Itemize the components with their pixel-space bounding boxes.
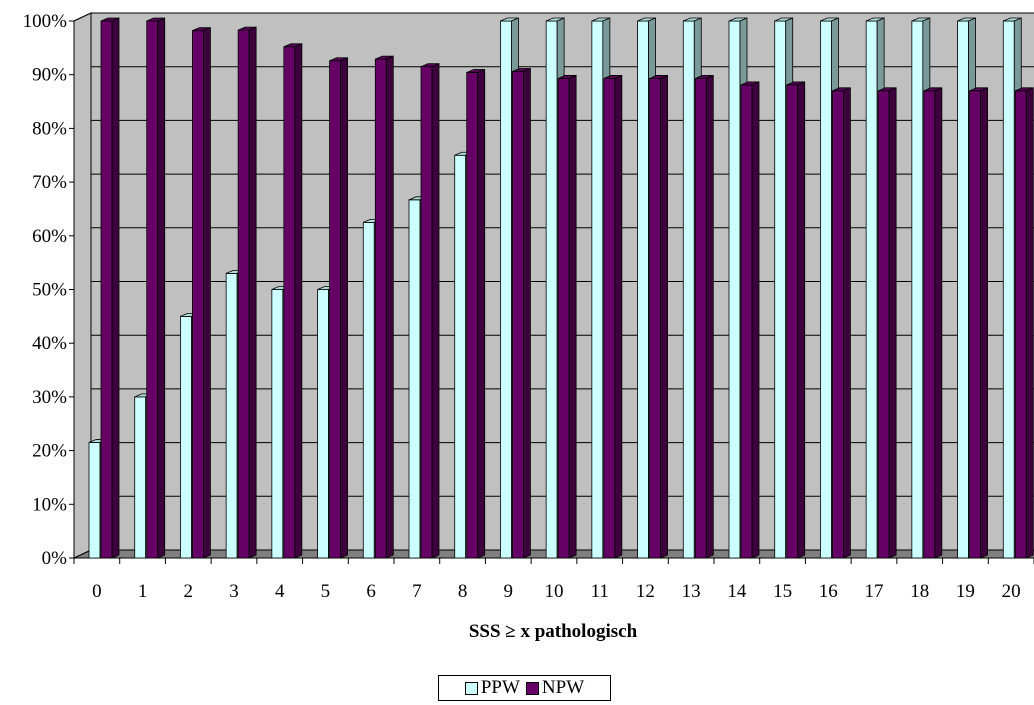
legend-item-npw: NPW	[525, 677, 585, 699]
x-tick-label: 18	[910, 581, 929, 602]
y-tick-labels: 0% 10% 20% 30% 40% 50% 60% 70% 80% 90% 100%	[23, 11, 74, 569]
x-tick-label: 6	[366, 581, 376, 602]
x-tick-label: 1	[138, 581, 148, 602]
side-wall	[73, 12, 92, 559]
bar-npw-11	[603, 74, 623, 559]
bars	[88, 17, 1034, 559]
bar-npw-14	[740, 81, 760, 559]
bar-npw-16	[832, 87, 851, 559]
x-tick-label: 19	[956, 581, 975, 602]
y-tick-label: 80%	[32, 118, 67, 139]
bar-npw-17	[877, 87, 897, 559]
x-tick-label: 3	[229, 581, 239, 602]
x-tick-label: 5	[321, 581, 331, 602]
y-tick-label: 100%	[23, 11, 68, 32]
x-tick-label: 15	[773, 581, 792, 602]
x-tick-label: 9	[504, 581, 514, 602]
bar-npw-0	[100, 17, 120, 559]
x-tick-label: 20	[1002, 581, 1021, 602]
x-tick-label: 7	[412, 581, 422, 602]
y-tick-label: 20%	[32, 441, 67, 462]
y-tick-label: 30%	[32, 387, 67, 408]
bar-npw-3	[237, 26, 257, 559]
bar-npw-9	[512, 67, 531, 559]
bar-npw-8	[466, 68, 486, 559]
x-tick-label: 2	[184, 581, 194, 602]
legend-label-ppw: PPW	[480, 677, 520, 698]
bar-npw-13	[694, 74, 714, 559]
legend-swatch-ppw	[464, 681, 478, 695]
bar-npw-10	[557, 74, 577, 559]
legend-swatch-npw	[525, 681, 539, 695]
bar-npw-6	[374, 55, 394, 559]
x-tick-label: 0	[92, 581, 102, 602]
bar-npw-4	[283, 43, 303, 559]
bar-npw-18	[923, 87, 943, 559]
y-tick-label: 70%	[32, 172, 67, 193]
bar-npw-15	[786, 81, 806, 559]
legend-label-npw: NPW	[541, 677, 585, 698]
y-tick-label: 60%	[32, 226, 67, 247]
x-tick-label: 14	[727, 581, 747, 602]
y-tick-label: 50%	[32, 280, 67, 301]
x-tick-label: 16	[819, 581, 838, 602]
bar-npw-2	[192, 27, 211, 559]
x-tick-label: 11	[591, 581, 609, 602]
bar-npw-19	[969, 87, 988, 559]
legend: PPW NPW	[438, 675, 611, 701]
y-tick-label: 90%	[32, 65, 67, 86]
x-tick-label: 10	[545, 581, 564, 602]
bar-npw-12	[649, 74, 668, 559]
x-tick-label: 4	[275, 581, 285, 602]
x-tick-label: 13	[682, 581, 701, 602]
x-tick-label: 17	[865, 581, 884, 602]
y-tick-label: 0%	[42, 548, 68, 569]
bar-npw-7	[420, 63, 440, 559]
y-tick-label: 40%	[32, 333, 67, 354]
x-tick-label: 12	[636, 581, 655, 602]
y-tick-label: 10%	[32, 494, 67, 515]
legend-item-ppw: PPW	[464, 677, 520, 699]
x-tick-labels: 0 1 2 3 4 5 6 7 8 9 10 11 12 13 14 15 16 17 18 19 20	[73, 558, 1034, 602]
bar-npw-1	[146, 17, 166, 559]
bar-npw-5	[329, 57, 348, 559]
x-axis-title: SSS ≥ x pathologisch	[469, 621, 638, 642]
x-tick-label: 8	[458, 581, 468, 602]
bar-npw-20	[1014, 87, 1034, 559]
